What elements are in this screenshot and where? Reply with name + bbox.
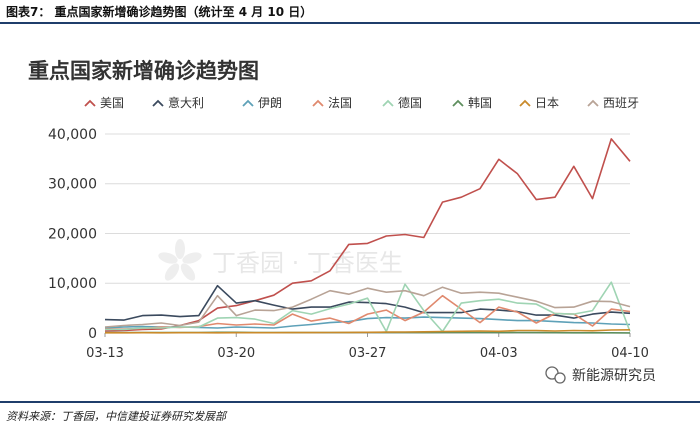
legend-item: 日本 — [519, 96, 559, 110]
legend: 美国 意大利 伊朗 法国 德国 韩国 日本 西班牙 — [84, 95, 639, 110]
series-lines — [104, 138, 631, 334]
watermark-flower-icon — [158, 239, 202, 281]
source-rule — [0, 401, 700, 403]
legend-item: 韩国 — [452, 95, 492, 110]
caption-rule — [0, 22, 700, 24]
x-axis: 03-13 03-20 03-27 04-03 04-10 — [86, 332, 649, 361]
legend-item: 德国 — [382, 95, 422, 110]
legend-marker — [152, 99, 164, 107]
legend-label: 法国 — [328, 96, 352, 110]
badge-text: 新能源研究员 — [572, 368, 656, 384]
legend-label: 日本 — [535, 96, 559, 110]
watermark: 丁香园 · 丁香医生 — [158, 239, 403, 281]
legend-marker — [452, 99, 464, 107]
legend-label: 西班牙 — [603, 96, 639, 110]
legend-label: 意大利 — [168, 95, 204, 110]
series-line — [104, 284, 631, 321]
legend-label: 德国 — [398, 95, 422, 110]
x-tick-label: 03-13 — [86, 346, 124, 361]
source-note: 资料来源：丁香园，中信建投证券研究发展部 — [6, 410, 226, 423]
legend-marker — [587, 99, 599, 107]
series-line — [105, 329, 631, 334]
wechat-icon — [545, 366, 566, 384]
legend-label: 韩国 — [468, 95, 492, 110]
x-tick-label: 03-27 — [349, 346, 387, 361]
x-tick-label: 04-03 — [480, 346, 518, 361]
x-tick-label: 03-20 — [217, 346, 255, 361]
chart-area: 丁香园 · 丁香医生 重点国家新增确诊趋势图 美国 意大利 伊朗 法国 德国 韩国 日本 西班… — [28, 59, 656, 384]
watermark-text: 丁香园 · 丁香医生 — [212, 249, 403, 277]
legend-marker — [84, 99, 96, 107]
y-tick-label: 0 — [88, 326, 97, 342]
x-tick-label: 04-10 — [611, 346, 649, 361]
legend-marker — [382, 99, 394, 107]
y-tick-label: 20,000 — [48, 226, 97, 242]
legend-item: 法国 — [312, 96, 352, 110]
legend-label: 伊朗 — [258, 96, 282, 110]
legend-marker — [519, 99, 531, 107]
figure-caption: 图表7： 重点国家新增确诊趋势图（统计至 4 月 10 日） — [6, 5, 313, 19]
legend-item: 伊朗 — [242, 96, 282, 110]
y-tick-label: 30,000 — [48, 177, 97, 193]
legend-item: 美国 — [84, 96, 124, 110]
legend-marker — [312, 99, 324, 107]
y-tick-label: 40,000 — [48, 127, 97, 143]
legend-item: 意大利 — [152, 95, 204, 110]
y-axis: 0 10,000 20,000 30,000 40,000 — [48, 127, 97, 342]
series-line — [104, 286, 631, 328]
chart-title: 重点国家新增确诊趋势图 — [28, 59, 259, 83]
legend-label: 美国 — [100, 96, 124, 110]
wechat-badge: 新能源研究员 — [545, 366, 656, 384]
series-line — [104, 138, 631, 332]
legend-item: 西班牙 — [587, 96, 639, 110]
series-line — [105, 281, 631, 333]
legend-marker — [242, 99, 254, 107]
y-tick-label: 10,000 — [48, 276, 97, 292]
